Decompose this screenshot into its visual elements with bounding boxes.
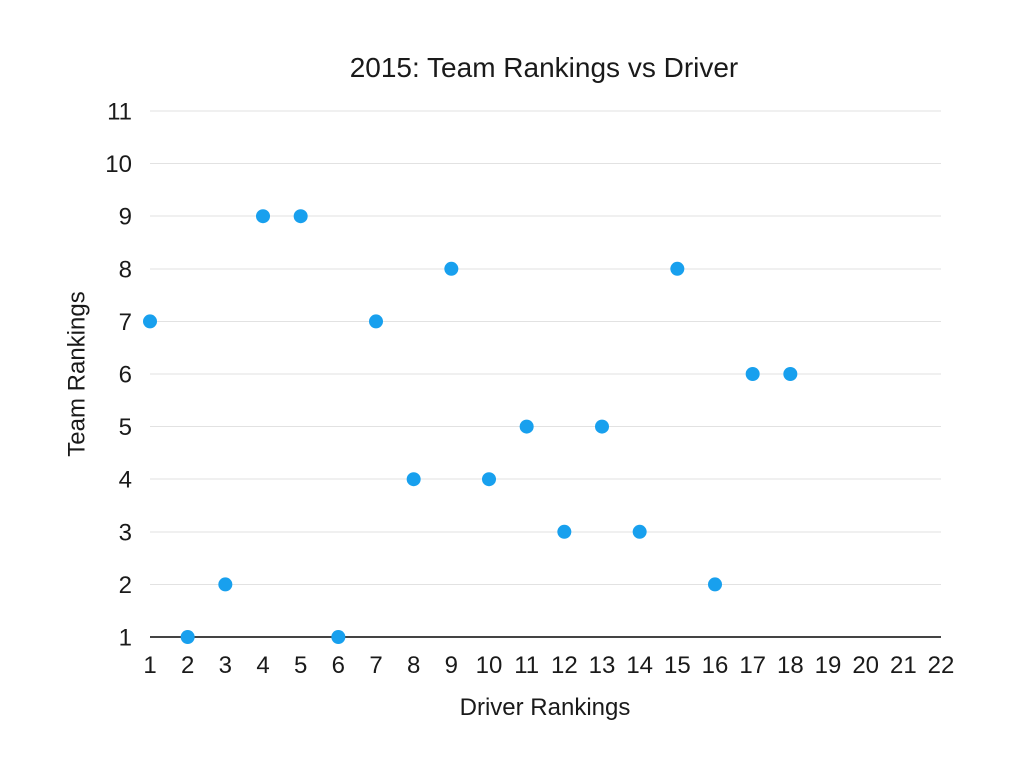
x-tick-label: 13 xyxy=(589,652,616,679)
y-tick-label: 5 xyxy=(119,414,132,441)
data-point xyxy=(632,524,647,539)
x-tick-label: 21 xyxy=(890,652,917,679)
y-tick-label: 2 xyxy=(119,572,132,599)
x-tick-label: 8 xyxy=(407,652,420,679)
data-point xyxy=(406,472,421,487)
x-tick-label: 1 xyxy=(143,652,156,679)
chart-title: 2015: Team Rankings vs Driver xyxy=(350,52,739,83)
x-tick-label: 16 xyxy=(702,652,729,679)
x-tick-label: 19 xyxy=(815,652,842,679)
x-axis-label: Driver Rankings xyxy=(460,694,631,721)
data-point xyxy=(519,419,534,434)
x-tick-label: 2 xyxy=(181,652,194,679)
data-point xyxy=(180,630,195,644)
data-point xyxy=(444,261,459,276)
y-tick-label: 10 xyxy=(105,151,132,178)
data-point xyxy=(595,419,609,434)
y-tick-label: 1 xyxy=(119,625,132,652)
data-point xyxy=(482,472,496,487)
x-tick-label: 15 xyxy=(664,652,691,679)
x-tick-label: 4 xyxy=(256,652,269,679)
data-point xyxy=(218,577,233,592)
y-tick-label: 6 xyxy=(119,362,132,389)
y-tick-label: 4 xyxy=(119,467,132,494)
data-point xyxy=(670,261,685,276)
data-point-group xyxy=(143,209,798,644)
data-point xyxy=(708,577,722,592)
data-point xyxy=(557,524,572,539)
x-tick-label: 9 xyxy=(445,652,458,679)
data-point xyxy=(745,367,760,381)
data-point xyxy=(143,314,157,329)
x-tick-label: 5 xyxy=(294,652,307,679)
x-tick-label: 3 xyxy=(219,652,232,679)
x-tick-label: 17 xyxy=(739,652,766,679)
y-axis-label: Team Rankings xyxy=(64,291,91,456)
y-tick-label: 9 xyxy=(119,204,132,231)
y-tick-label: 8 xyxy=(119,256,132,283)
y-tick-label: 11 xyxy=(107,99,132,126)
x-axis-tick-labels: 1 2 3 4 5 6 7 8 9 10 11 12 13 14 15 16 17 18 19 20 21 22 xyxy=(143,652,954,679)
y-tick-label: 7 xyxy=(119,309,132,336)
data-point xyxy=(783,367,798,381)
x-tick-label: 10 xyxy=(476,652,503,679)
gridlines xyxy=(150,110,941,585)
data-point xyxy=(331,630,346,644)
x-tick-label: 18 xyxy=(777,652,804,679)
x-tick-label: 20 xyxy=(852,652,879,679)
x-tick-label: 22 xyxy=(928,652,955,679)
data-point xyxy=(293,209,308,224)
x-tick-label: 7 xyxy=(369,652,382,679)
y-tick-label: 3 xyxy=(119,519,132,546)
x-tick-label: 14 xyxy=(626,652,653,679)
x-tick-label: 6 xyxy=(332,652,345,679)
data-point xyxy=(256,209,270,224)
x-tick-label: 12 xyxy=(551,652,578,679)
y-axis-tick-labels: 1 2 3 4 5 6 7 8 9 10 11 xyxy=(105,99,132,652)
data-point xyxy=(369,314,383,329)
x-tick-label: 11 xyxy=(514,652,539,679)
